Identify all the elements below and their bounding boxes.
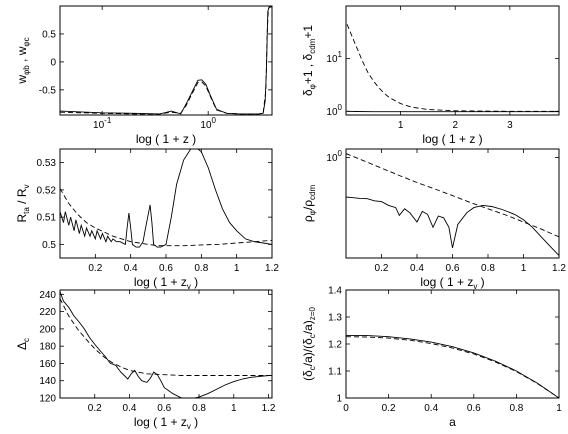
y-tick-label: 101 [326, 50, 342, 65]
y-tick-label: 140 [39, 376, 56, 387]
y-axis-label: δφ+1 , δcdm+1 [301, 25, 317, 96]
series-1-dashed [346, 153, 559, 238]
plot-frame [345, 5, 560, 116]
y-tick-label: 0.53 [37, 158, 57, 169]
y-tick-label: 100 [326, 149, 342, 164]
x-axis-label: log ( 1 + zv ) [134, 275, 198, 291]
y-axis-label: wφb , wφc [15, 37, 31, 84]
y-axis-label: (δc/a)/(δc/a)z=0 [301, 307, 317, 381]
y-tick-label: 0.51 [37, 213, 57, 224]
x-tick-label: 0.6 [467, 403, 481, 414]
y-axis-label: Δc [15, 338, 31, 350]
y-tick-label: 120 [39, 394, 56, 405]
y-tick-label: 180 [39, 342, 56, 353]
series-2-dashed [60, 6, 272, 115]
panel-4: 0.2 0.4 0.6 0.8 1 1.2 100 log ( 1 + zv ) ρφ/ρcdm [301, 148, 566, 291]
x-tick-label: 0.4 [424, 403, 438, 414]
y-axis-label: ρφ/ρcdm [301, 185, 317, 223]
x-tick-label: 0.4 [410, 263, 424, 274]
x-tick-label: 0.4 [124, 263, 138, 274]
y-tick-label: 1.3 [328, 313, 342, 324]
y-tick-label: -0.5 [39, 85, 57, 96]
y-tick-label: 160 [39, 359, 56, 370]
y-axis-label: Rta / Rv [15, 184, 31, 222]
x-tick-label: 100 [200, 116, 216, 131]
x-tick-label: 1 [234, 263, 240, 274]
y-tick-label: 1.4 [328, 286, 342, 297]
x-tick-label: 1 [556, 403, 562, 414]
y-tick-label: 0.5 [42, 240, 56, 251]
y-tick-label: 220 [39, 307, 56, 318]
x-axis-label: a [449, 415, 456, 429]
series-1-solid [346, 334, 559, 398]
x-axis-label: log ( 1 + z ) [136, 132, 196, 146]
x-tick-label: 2 [452, 120, 458, 131]
x-tick-label: 0.2 [88, 403, 102, 414]
x-tick-label: 1.2 [262, 403, 276, 414]
y-tick-label: 240 [39, 290, 56, 301]
y-tick-label: 0.52 [37, 185, 57, 196]
plot-frame [345, 289, 560, 399]
x-tick-label: 1.2 [265, 263, 279, 274]
plot-frame [59, 5, 273, 116]
x-axis-label: log ( 1 + zv ) [420, 275, 484, 291]
x-tick-label: 0.8 [481, 263, 495, 274]
x-tick-label: 0.6 [446, 263, 460, 274]
panel-5: 0.2 0.4 0.6 0.8 1 1.2 120 140 160 180 200 220 240 log… [15, 289, 276, 431]
series-1-dashed [346, 24, 559, 112]
x-tick-label: 1 [231, 403, 237, 414]
series-2-dashed [346, 336, 559, 398]
x-tick-label: 0.8 [192, 403, 206, 414]
x-tick-label: 0.4 [123, 403, 137, 414]
y-tick-label: 0.5 [42, 29, 56, 40]
series-2-dashed [60, 298, 272, 376]
x-tick-label: 1.2 [552, 263, 566, 274]
x-tick-label: 0.2 [375, 263, 389, 274]
plot-frame [59, 148, 273, 259]
x-tick-label: 0.6 [157, 403, 171, 414]
x-tick-label: 0.8 [194, 263, 208, 274]
x-tick-label: 0.2 [88, 263, 102, 274]
plot-frame [345, 148, 560, 259]
panel-1: 10-1 100 -0.5 0 0.5 log ( 1 + z ) wφb , wφc [15, 5, 273, 146]
series-1-solid [60, 6, 272, 115]
x-tick-label: 0.6 [159, 263, 173, 274]
panel-6: 0 0.2 0.4 0.6 0.8 1 1 1.1 1.2 1.3 1.4 a (δc/a)/(δc/a… [301, 286, 562, 430]
y-tick-label: 0 [50, 57, 56, 68]
series-1-solid [60, 149, 272, 248]
x-tick-label: 0.8 [509, 403, 523, 414]
y-tick-label: 1 [336, 394, 342, 405]
series-1-solid [60, 291, 272, 398]
plot-frame [59, 289, 273, 399]
x-tick-label: 3 [507, 120, 513, 131]
panel-2: 1 2 3 100 101 log ( 1 + z ) δφ+1 , δcdm+1 [301, 5, 560, 146]
x-tick-label: 10-1 [93, 116, 112, 131]
x-axis-label: log ( 1 + z ) [422, 132, 482, 146]
x-axis-label: log ( 1 + zv ) [134, 415, 198, 431]
x-tick-label: 0 [343, 403, 349, 414]
y-tick-label: 200 [39, 324, 56, 335]
series-2-solid [346, 196, 559, 256]
x-tick-label: 0.2 [382, 403, 396, 414]
series-2-dashed [60, 188, 272, 247]
x-tick-label: 1 [521, 263, 527, 274]
y-tick-label: 100 [326, 103, 342, 118]
panel-3: 0.2 0.4 0.6 0.8 1 1.2 0.5 0.51 0.52 0.53 log ( 1 +… [15, 148, 279, 291]
y-tick-label: 1.2 [328, 340, 342, 351]
x-tick-label: 1 [398, 120, 404, 131]
y-tick-label: 1.1 [328, 367, 342, 378]
